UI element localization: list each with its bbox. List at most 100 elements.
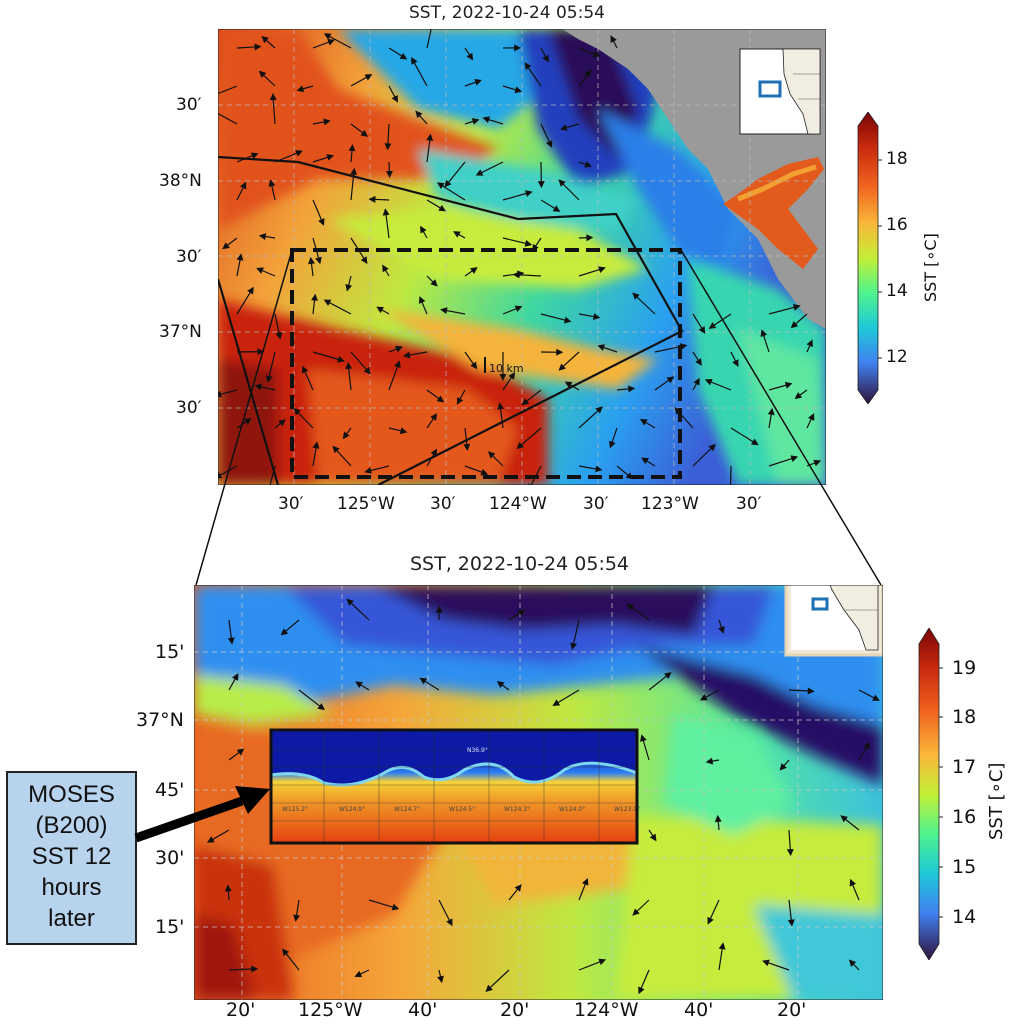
velocity-arrowhead [786,848,794,857]
bottom-lon-tick: 20' [226,999,256,1021]
top-locator-inset [739,48,821,135]
bottom-lat-tick: 15' [155,641,185,663]
velocity-arrowhead [395,345,403,353]
callout-arrow [134,786,270,843]
velocity-arrowhead [524,62,532,71]
velocity-arrowhead [649,833,657,842]
top-velocity-arrows [218,29,822,485]
velocity-arrowhead [360,256,368,264]
velocity-arrowhead [514,884,522,892]
velocity-arrowhead [411,56,418,65]
velocity-arrow [426,29,432,49]
velocity-arrowhead [399,52,408,60]
bottom-lon-tick: 125°W [298,999,363,1021]
velocity-arrowhead [708,322,717,329]
velocity-arrowhead [258,233,267,240]
velocity-arrowhead [641,457,649,465]
velocity-arrowhead [598,958,607,966]
velocity-arrowhead [751,438,759,446]
moses-inset-lon-label: W125.2° [282,806,308,813]
top-lat-tick: 38°N [159,171,202,191]
velocity-arrowhead [268,179,276,187]
velocity-arrowhead [586,234,594,242]
scale-bar-label: 10 km [489,362,524,375]
velocity-arrow [218,85,238,95]
top-sst-map: 10 km [218,29,826,485]
callout-line: hours [41,874,102,901]
velocity-arrowhead [849,878,857,887]
top-lon-tick: 30′ [583,494,609,514]
velocity-arrowhead [446,918,453,927]
velocity-arrowhead [430,448,438,457]
velocity-arrowhead [385,170,393,178]
velocity-arrowhead [485,984,493,993]
velocity-arrowhead [779,763,787,771]
velocity-arrowhead [293,914,301,922]
velocity-arrowhead [474,79,482,86]
velocity-arrowhead [463,443,471,452]
velocity-arrowhead [453,231,461,238]
velocity-arrowhead [293,407,301,416]
top-colorbar-tick: 18 [886,149,908,169]
velocity-arrowhead [399,427,408,435]
velocity-arrowhead [348,143,356,152]
velocity-arrowhead [345,283,353,292]
top-lon-tick: 30′ [736,494,762,514]
velocity-arrowhead [496,681,505,688]
velocity-arrowhead [206,836,215,843]
bottom-locator-inset [784,585,883,657]
velocity-arrowhead [368,195,376,203]
bottom-lon-tick: 20' [777,999,807,1021]
velocity-arrowhead [584,161,593,168]
velocity-arrowhead [475,169,484,176]
bottom-colorbar-tick: 19 [952,657,977,679]
bottom-colorbar-tick: 14 [952,906,977,928]
velocity-arrowhead [508,372,516,380]
velocity-arrowhead [363,366,371,375]
top-lon-tick: 30′ [430,494,456,514]
velocity-arrowhead [256,267,264,274]
velocity-arrowhead [342,431,350,440]
callout-line: (B200) [35,812,108,839]
velocity-arrowhead [784,381,793,389]
velocity-arrowhead [317,703,325,711]
velocity-arrowhead [790,321,799,329]
velocity-arrowhead [280,628,289,636]
moses-inset-lon-label: W124.0° [559,806,585,813]
velocity-arrowhead [732,359,739,367]
velocity-arrowhead [632,292,640,300]
velocity-arrowhead [364,467,372,474]
velocity-arrowhead [470,267,478,274]
velocity-arrowhead [794,392,803,400]
bottom-lon-tick: 40' [684,999,714,1021]
bottom-colorbar-tick: 16 [952,806,977,828]
velocity-arrowhead [437,975,444,984]
top-lat-tick: 37°N [159,322,202,342]
velocity-arrowhead [311,293,318,301]
velocity-arrowhead [558,179,566,187]
bottom-lat-tick: 45' [155,779,185,801]
velocity-arrowhead [640,734,647,742]
velocity-arrowhead [714,814,722,823]
velocity-arrowhead [323,299,332,306]
velocity-arrowhead [315,256,322,265]
velocity-arrowhead [296,85,305,93]
velocity-arrowhead [584,69,592,78]
velocity-arrowhead [326,154,335,161]
velocity-arrowhead [813,459,822,467]
velocity-arrowhead [698,326,706,334]
velocity-arrowhead [514,305,523,313]
velocity-arrowhead [471,118,480,125]
top-lon-tick: 30′ [278,494,304,514]
velocity-arrowhead [480,468,489,476]
velocity-arrowhead [364,74,373,81]
callout-line: MOSES [28,781,115,808]
velocity-arrowhead [254,43,262,51]
velocity-arrowhead [278,419,286,427]
velocity-arrowhead [598,266,606,273]
velocity-arrowhead [718,942,726,950]
velocity-arrowhead [704,378,713,386]
velocity-arrowhead [239,181,247,190]
velocity-arrowhead [430,279,438,287]
